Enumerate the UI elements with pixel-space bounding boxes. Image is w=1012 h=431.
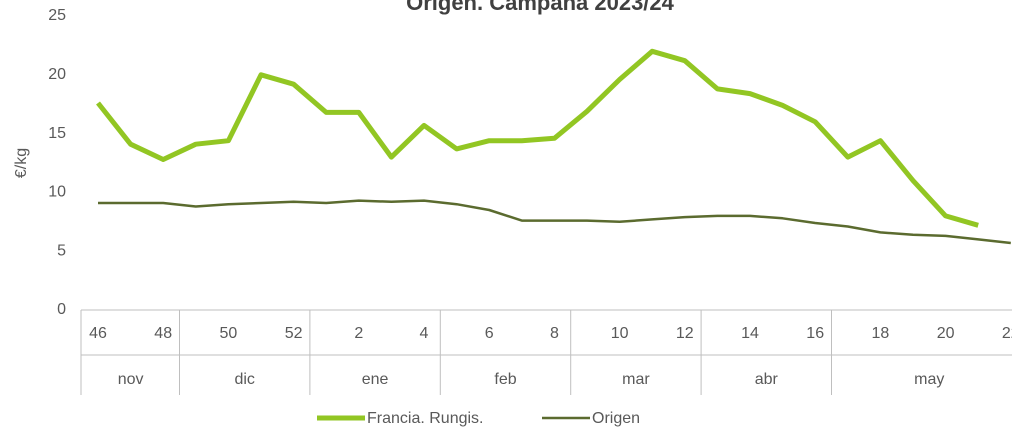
line-series <box>96 48 979 228</box>
legend-label: Francia. Rungis. <box>367 410 484 427</box>
month-label: abr <box>755 371 779 388</box>
month-label: feb <box>494 371 516 388</box>
y-tick-label: 10 <box>48 184 66 201</box>
x-tick-label: 14 <box>741 325 759 342</box>
x-tick-label: 6 <box>485 325 494 342</box>
x-tick-label: 22 <box>1002 325 1012 342</box>
x-tick-label: 46 <box>89 325 107 342</box>
x-tick-label: 2 <box>354 325 363 342</box>
x-tick-label: 50 <box>220 325 238 342</box>
x-tick-label: 12 <box>676 325 694 342</box>
month-label: may <box>914 371 944 388</box>
chart-title: Origen. Campaña 2023/24 <box>406 0 675 15</box>
x-tick-label: 20 <box>937 325 955 342</box>
line-series <box>98 199 1011 245</box>
y-tick-label: 5 <box>57 242 66 259</box>
month-label: dic <box>234 371 254 388</box>
month-label: mar <box>622 371 650 388</box>
x-tick-label: 16 <box>806 325 824 342</box>
y-tick-label: 25 <box>48 7 66 24</box>
month-label: nov <box>118 371 144 388</box>
y-tick-label: 20 <box>48 66 66 83</box>
x-tick-label: 52 <box>285 325 303 342</box>
x-tick-label: 10 <box>611 325 629 342</box>
y-tick-label: 15 <box>48 125 66 142</box>
y-tick-label: 0 <box>57 301 66 318</box>
y-axis-label: €/kg <box>13 148 30 178</box>
legend-label: Origen <box>592 410 640 427</box>
x-tick-label: 18 <box>872 325 890 342</box>
x-tick-label: 48 <box>154 325 172 342</box>
month-label: ene <box>362 371 389 388</box>
x-tick-label: 4 <box>420 325 429 342</box>
x-tick-label: 8 <box>550 325 559 342</box>
